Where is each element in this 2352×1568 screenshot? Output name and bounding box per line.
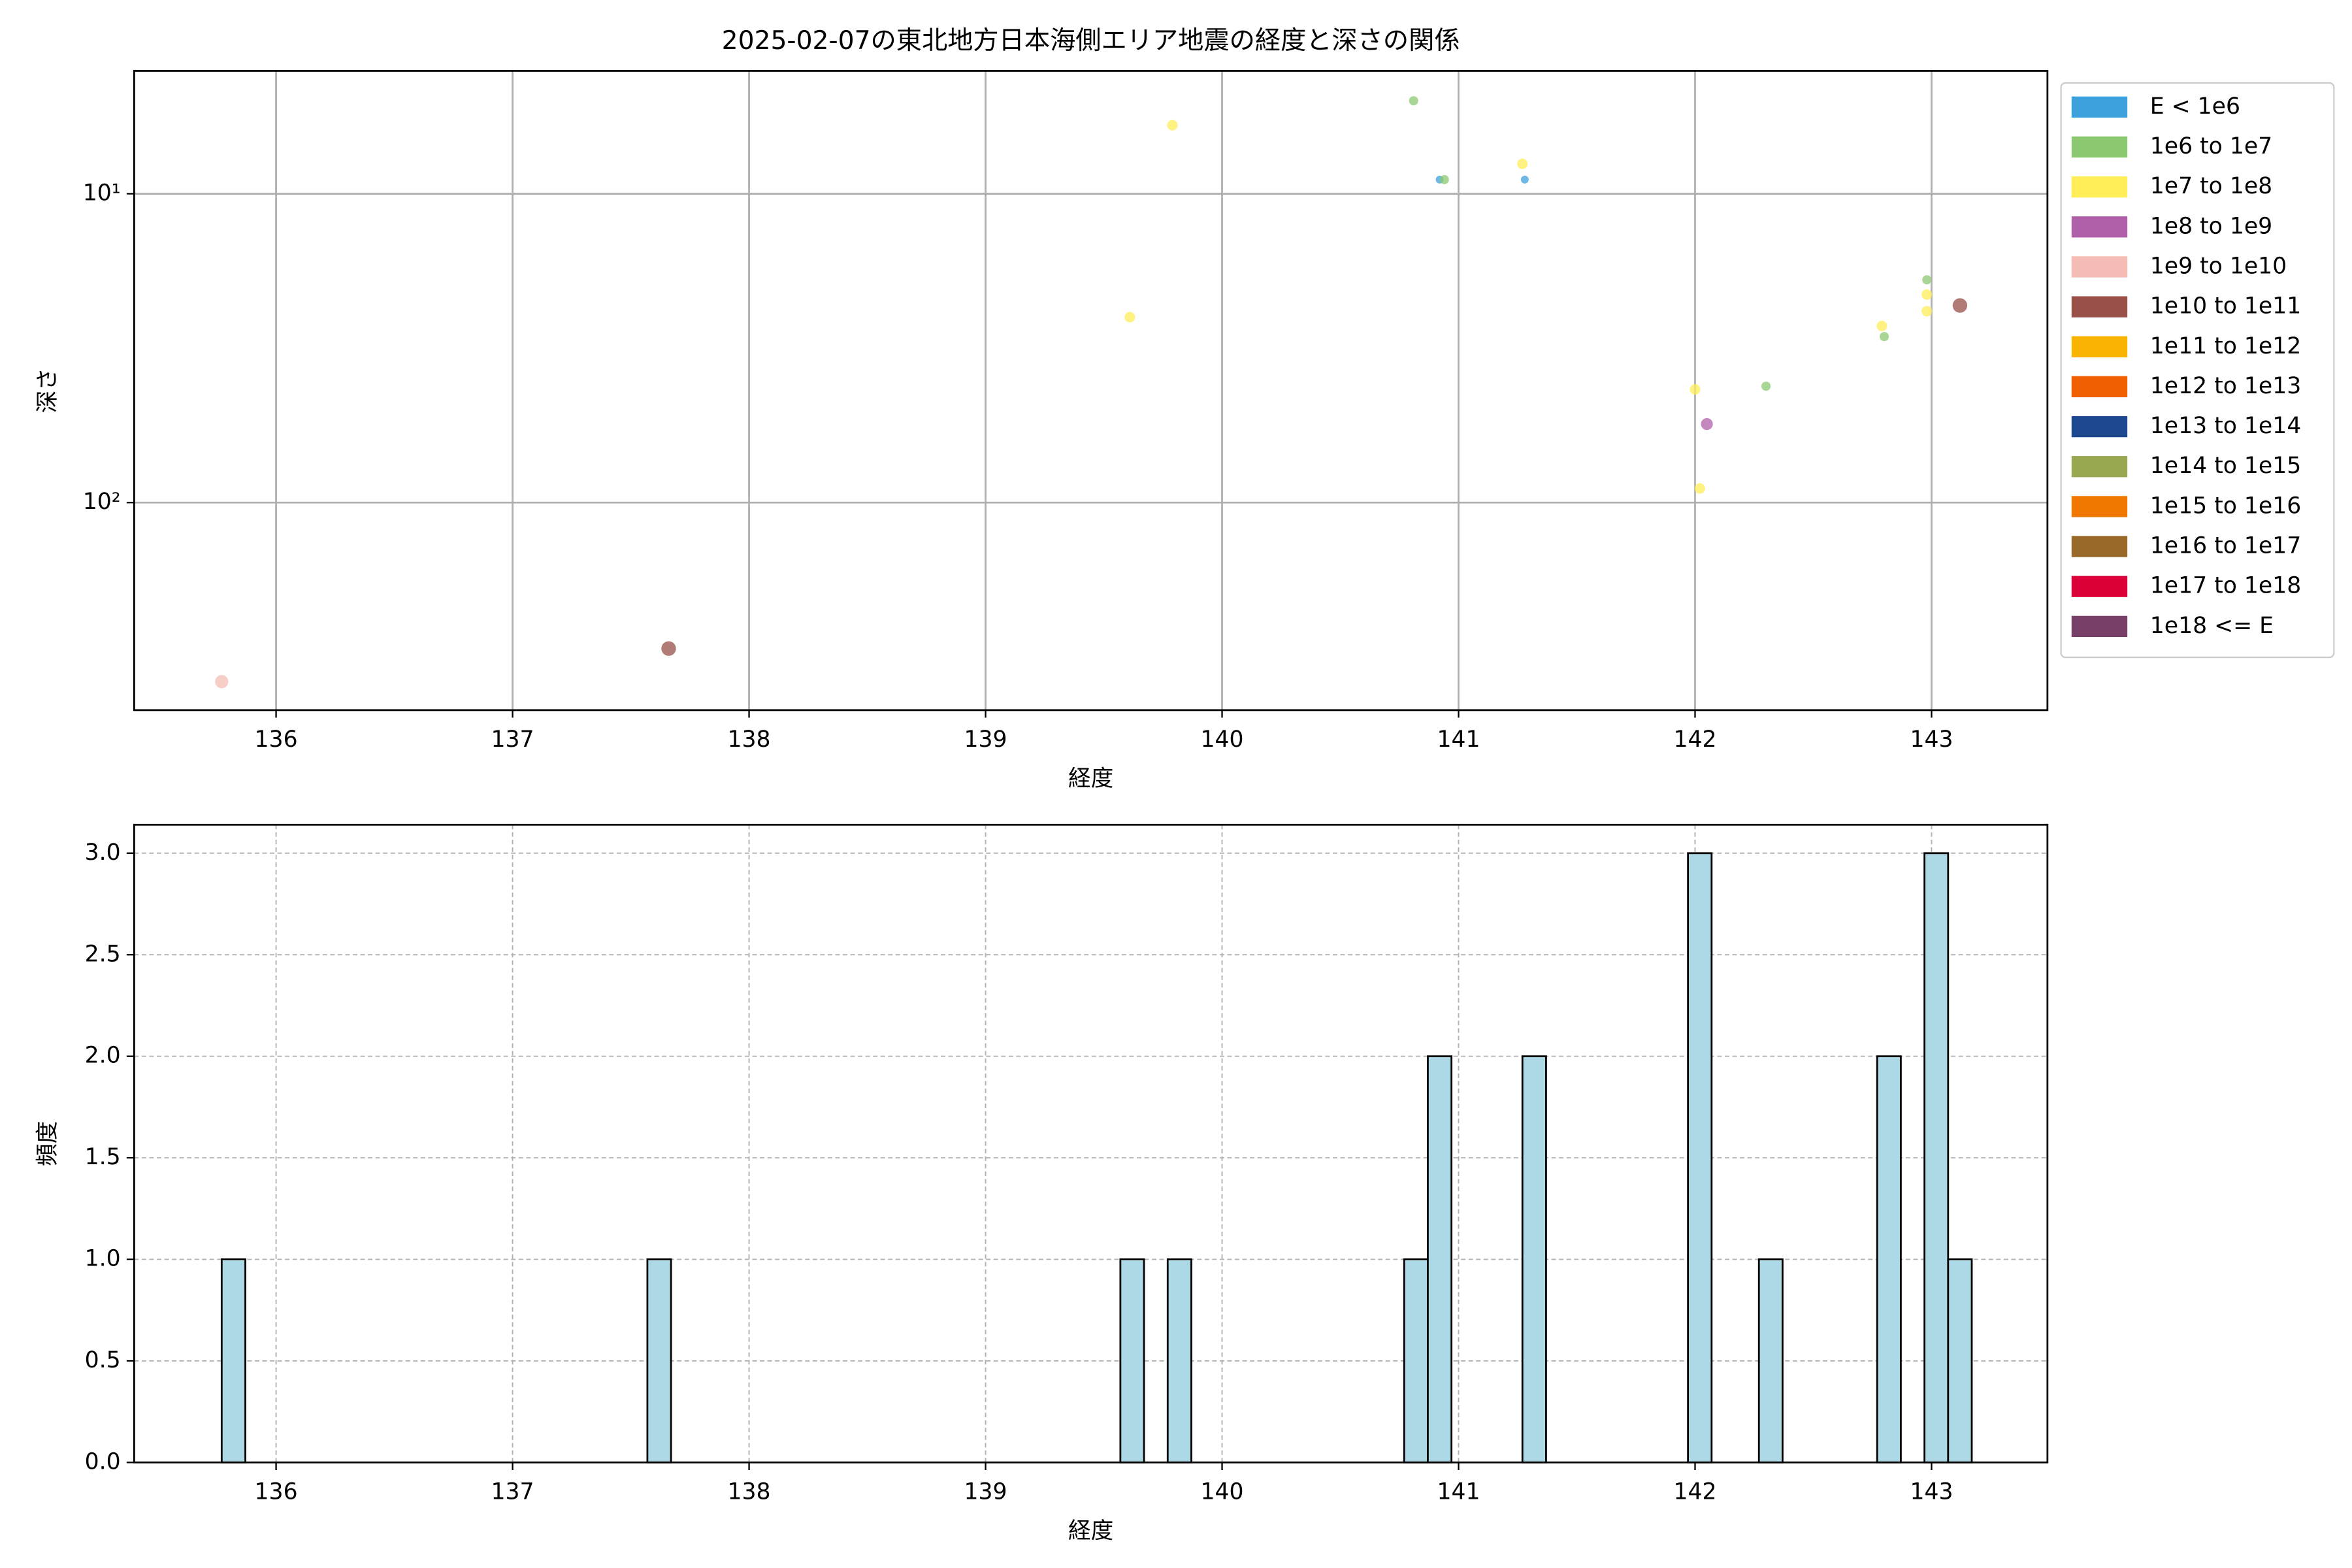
legend-swatch bbox=[2071, 536, 2128, 557]
bar bbox=[1757, 1258, 1784, 1463]
legend-label: 1e18 <= E bbox=[2150, 613, 2274, 639]
bar bbox=[1876, 1055, 1902, 1463]
legend-swatch bbox=[2071, 216, 2128, 238]
x-tick-label: 138 bbox=[728, 727, 771, 753]
legend-swatch bbox=[2071, 416, 2128, 438]
legend-label: 1e16 to 1e17 bbox=[2150, 533, 2301, 559]
legend-label: 1e17 to 1e18 bbox=[2150, 573, 2301, 599]
legend-label: 1e7 to 1e8 bbox=[2150, 173, 2272, 199]
point bbox=[1517, 158, 1528, 169]
y-axis-label: 深さ bbox=[35, 368, 61, 413]
point bbox=[661, 641, 676, 656]
legend-swatch bbox=[2071, 136, 2128, 158]
x-tick-label: 138 bbox=[728, 1479, 771, 1505]
x-axis-label: 経度 bbox=[1068, 1518, 1113, 1544]
chart-title: 2025-02-07の東北地方日本海側エリア地震の経度と深さの関係 bbox=[722, 26, 1460, 56]
x-tick-label: 143 bbox=[1910, 727, 1953, 753]
y-tick-label: 0.0 bbox=[85, 1448, 121, 1475]
point bbox=[1439, 174, 1449, 184]
point bbox=[1167, 120, 1178, 131]
legend-swatch bbox=[2071, 496, 2128, 517]
legend-label: 1e12 to 1e13 bbox=[2150, 373, 2301, 399]
y-tick-label: 2.0 bbox=[85, 1043, 121, 1069]
x-tick-label: 141 bbox=[1437, 1479, 1480, 1505]
legend-swatch bbox=[2071, 615, 2128, 637]
x-tick-label: 139 bbox=[964, 1479, 1007, 1505]
y-tick-label: 2.5 bbox=[85, 941, 121, 967]
bar bbox=[1947, 1258, 1973, 1463]
point bbox=[215, 675, 229, 689]
bar bbox=[1521, 1055, 1547, 1463]
legend-label: E < 1e6 bbox=[2150, 93, 2240, 120]
legend-label: 1e6 to 1e7 bbox=[2150, 133, 2272, 159]
legend-label: 1e13 to 1e14 bbox=[2150, 413, 2301, 439]
x-tick-label: 136 bbox=[255, 1479, 298, 1505]
legend-box bbox=[2060, 82, 2335, 659]
point bbox=[1761, 382, 1771, 391]
legend-label: 1e15 to 1e16 bbox=[2150, 493, 2301, 519]
point bbox=[1690, 384, 1701, 395]
point bbox=[1952, 298, 1968, 313]
legend-swatch bbox=[2071, 336, 2128, 357]
y-tick-label: 1.0 bbox=[85, 1246, 121, 1272]
point bbox=[1921, 306, 1933, 317]
legend-swatch bbox=[2071, 96, 2128, 118]
legend-swatch bbox=[2071, 456, 2128, 478]
legend-swatch bbox=[2071, 296, 2128, 318]
point bbox=[1124, 312, 1135, 323]
point bbox=[1520, 175, 1529, 184]
legend-swatch bbox=[2071, 256, 2128, 278]
y-tick-label: 10¹ bbox=[83, 180, 121, 206]
legend-swatch bbox=[2071, 176, 2128, 198]
y-tick-label: 10² bbox=[83, 489, 121, 515]
point bbox=[1701, 417, 1713, 431]
x-tick-label: 142 bbox=[1673, 1479, 1716, 1505]
bar bbox=[646, 1258, 672, 1463]
bar bbox=[1687, 852, 1713, 1463]
x-tick-label: 137 bbox=[491, 1479, 534, 1505]
plot-frame bbox=[133, 70, 2049, 711]
y-axis-label: 頻度 bbox=[35, 1121, 61, 1166]
point bbox=[1921, 289, 1933, 300]
legend-label: 1e8 to 1e9 bbox=[2150, 213, 2272, 239]
x-tick-label: 142 bbox=[1673, 727, 1716, 753]
legend-swatch bbox=[2071, 376, 2128, 398]
legend-label: 1e11 to 1e12 bbox=[2150, 333, 2301, 359]
y-tick-label: 1.5 bbox=[85, 1144, 121, 1170]
bar bbox=[1923, 852, 1950, 1463]
bar bbox=[1427, 1055, 1453, 1463]
legend-swatch bbox=[2071, 576, 2128, 597]
bar bbox=[1119, 1258, 1145, 1463]
x-tick-label: 140 bbox=[1200, 727, 1243, 753]
point bbox=[1880, 332, 1889, 342]
point bbox=[1409, 96, 1418, 106]
point bbox=[1922, 275, 1932, 285]
legend-label: 1e14 to 1e15 bbox=[2150, 453, 2301, 479]
bar bbox=[220, 1258, 246, 1463]
legend-label: 1e9 to 1e10 bbox=[2150, 253, 2287, 279]
plot-frame bbox=[133, 823, 2049, 1463]
legend-label: 1e10 to 1e11 bbox=[2150, 293, 2301, 319]
x-tick-label: 140 bbox=[1200, 1479, 1243, 1505]
bar bbox=[1166, 1258, 1192, 1463]
y-tick-label: 0.5 bbox=[85, 1347, 121, 1373]
y-tick-label: 3.0 bbox=[85, 840, 121, 866]
bar bbox=[1403, 1258, 1429, 1463]
x-axis-label: 経度 bbox=[1068, 766, 1113, 792]
x-tick-label: 141 bbox=[1437, 727, 1480, 753]
point bbox=[1876, 320, 1887, 332]
x-tick-label: 143 bbox=[1910, 1479, 1953, 1505]
x-tick-label: 137 bbox=[491, 727, 534, 753]
x-tick-label: 139 bbox=[964, 727, 1007, 753]
point bbox=[1694, 483, 1705, 494]
x-tick-label: 136 bbox=[255, 727, 298, 753]
